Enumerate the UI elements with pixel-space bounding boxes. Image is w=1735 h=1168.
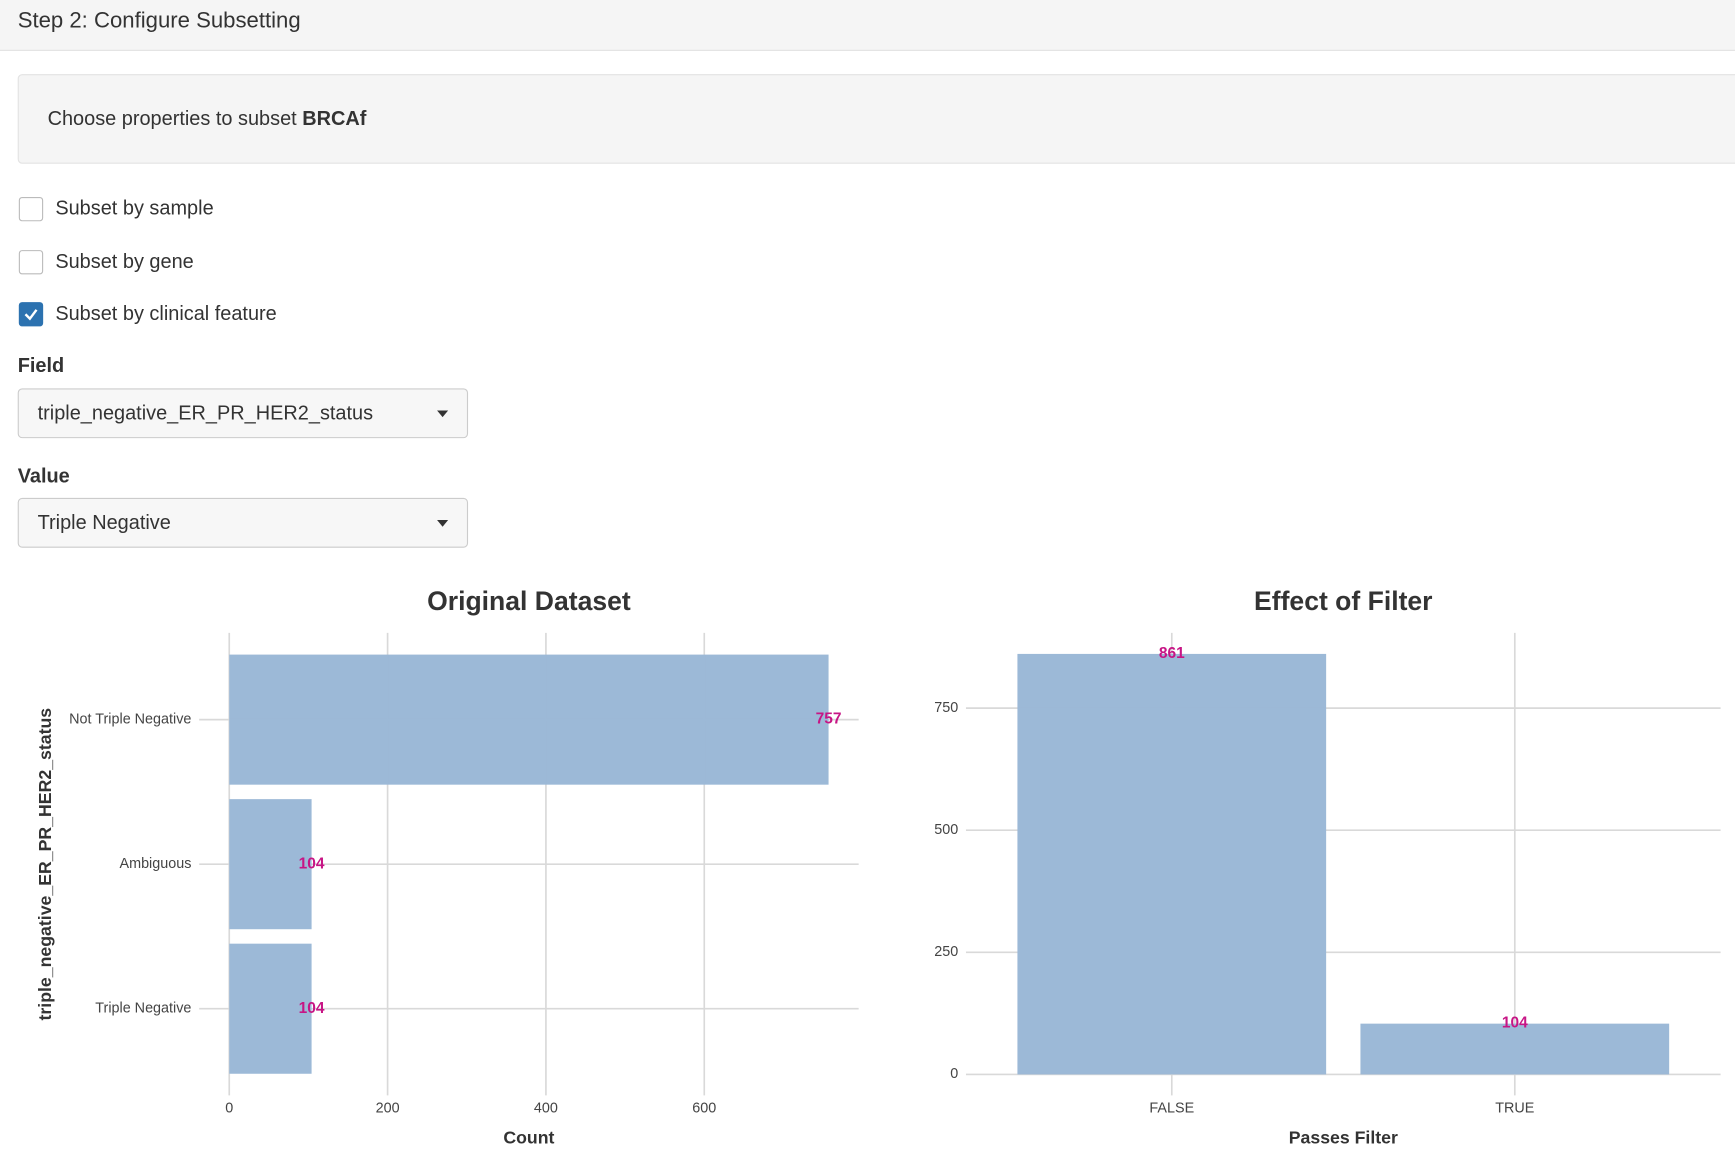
x-tick-label: FALSE bbox=[1149, 1101, 1194, 1117]
header: Step 2: Configure Subsetting bbox=[0, 0, 1735, 51]
panel-text-wrap: Choose properties to subset BRCAf bbox=[48, 107, 367, 130]
x-tick-label: TRUE bbox=[1495, 1101, 1534, 1117]
header-title: Step 2: Configure Subsetting bbox=[17, 8, 301, 34]
field-label: Field bbox=[17, 354, 65, 377]
x-tick-label: 200 bbox=[376, 1101, 400, 1117]
x-tick-label: 600 bbox=[692, 1101, 716, 1117]
dataset-name: BRCAf bbox=[302, 107, 367, 130]
value-label: 757 bbox=[816, 711, 842, 728]
y-tick-label: 500 bbox=[934, 822, 958, 838]
chart-title: Effect of Filter bbox=[1254, 586, 1432, 616]
bar bbox=[229, 654, 829, 785]
caret bbox=[437, 410, 449, 418]
y-tick-label: 750 bbox=[934, 700, 958, 716]
value-label: 104 bbox=[299, 855, 325, 872]
x-axis-label: Count bbox=[503, 1127, 554, 1147]
y-tick-label: Triple Negative bbox=[95, 1001, 191, 1017]
x-tick-label: 0 bbox=[225, 1101, 233, 1117]
checkbox-label[interactable]: Subset by gene bbox=[55, 250, 194, 273]
y-tick-label: Not Triple Negative bbox=[69, 711, 191, 727]
y-tick-label: 0 bbox=[950, 1066, 958, 1082]
checkbox[interactable] bbox=[18, 302, 44, 327]
bar bbox=[229, 799, 312, 930]
checkbox-label[interactable]: Subset by sample bbox=[55, 196, 214, 220]
value-value: Triple Negative bbox=[37, 511, 171, 534]
field-select[interactable]: triple_negative_ER_PR_HER2_status bbox=[17, 388, 469, 439]
checkbox[interactable] bbox=[18, 250, 44, 275]
chart-title: Original Dataset bbox=[427, 586, 631, 616]
value-label: 104 bbox=[299, 1000, 325, 1017]
y-tick-label: Ambiguous bbox=[120, 856, 192, 872]
y-axis-label: triple_negative_ER_PR_HER2_status bbox=[35, 708, 55, 1021]
check-icon bbox=[24, 309, 38, 321]
info-panel: Choose properties to subset BRCAf bbox=[17, 74, 1735, 164]
value-label: 104 bbox=[1502, 1015, 1528, 1032]
field-value: triple_negative_ER_PR_HER2_status bbox=[37, 401, 374, 424]
value-label: 861 bbox=[1159, 645, 1185, 662]
bar bbox=[229, 943, 312, 1074]
bar bbox=[1017, 653, 1327, 1075]
value-select[interactable]: Triple Negative bbox=[17, 497, 469, 548]
checkbox[interactable] bbox=[18, 196, 44, 222]
checkbox-label[interactable]: Subset by clinical feature bbox=[55, 302, 277, 325]
value-label: Value bbox=[17, 464, 70, 487]
panel-text: Choose properties to subset bbox=[47, 107, 297, 130]
bar bbox=[1360, 1023, 1670, 1075]
x-axis-label: Passes Filter bbox=[1289, 1127, 1398, 1147]
x-tick-label: 400 bbox=[534, 1101, 558, 1117]
y-tick-label: 250 bbox=[934, 944, 958, 960]
caret bbox=[437, 520, 449, 527]
